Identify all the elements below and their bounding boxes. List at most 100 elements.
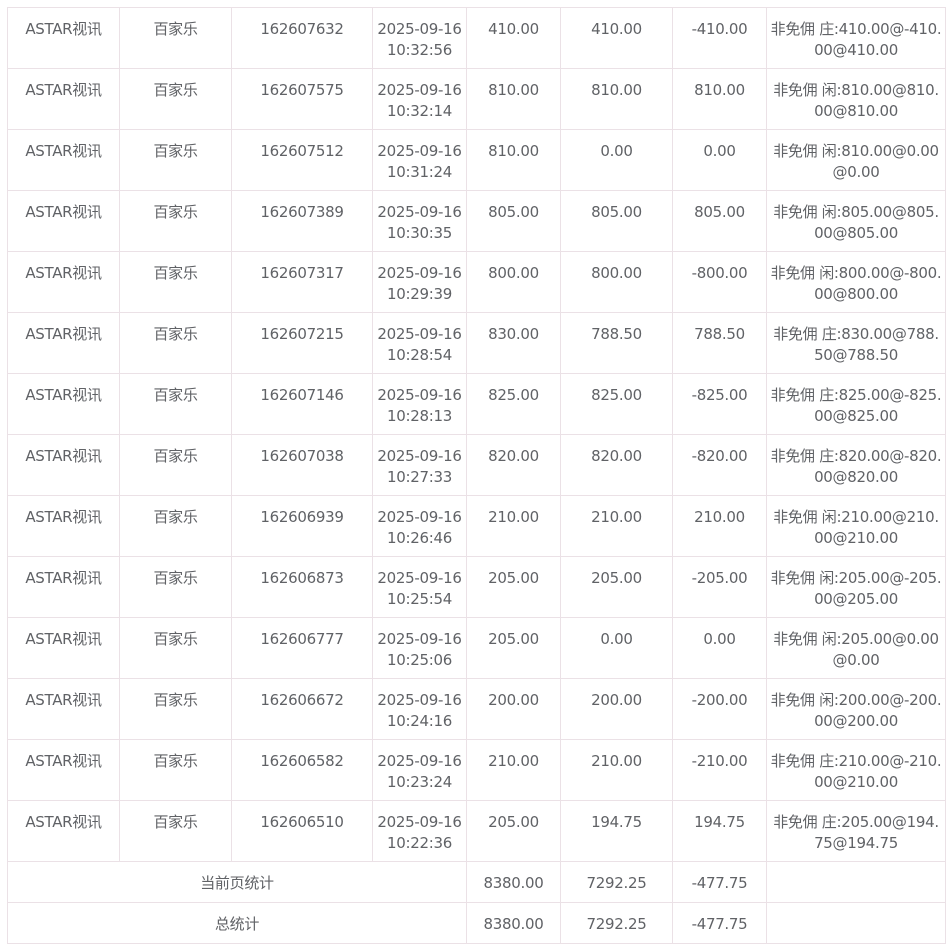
summary-label: 当前页统计 [7, 861, 467, 903]
cell-win: 194.75 [672, 800, 767, 862]
table-row: ASTAR视讯 百家乐 162607038 2025-09-16 10:27:33 82… [7, 434, 946, 496]
cell-platform: ASTAR视讯 [7, 434, 120, 496]
cell-detail: 非免佣 庄:820.00@-820.00@820.00 [766, 434, 946, 496]
cell-win: 788.50 [672, 312, 767, 374]
cell-id: 162606873 [231, 556, 373, 618]
cell-platform: ASTAR视讯 [7, 373, 120, 435]
cell-bet: 805.00 [466, 190, 561, 252]
summary-win: -477.75 [672, 861, 767, 903]
cell-time: 2025-09-16 10:22:36 [372, 800, 467, 862]
cell-time: 2025-09-16 10:31:24 [372, 129, 467, 191]
table-row: ASTAR视讯 百家乐 162607632 2025-09-16 10:32:56 41… [7, 7, 946, 69]
cell-detail: 非免佣 闲:810.00@0.00@0.00 [766, 129, 946, 191]
cell-bet: 205.00 [466, 556, 561, 618]
cell-id: 162607389 [231, 190, 373, 252]
cell-win: -800.00 [672, 251, 767, 313]
cell-time: 2025-09-16 10:25:06 [372, 617, 467, 679]
cell-id: 162607632 [231, 7, 373, 69]
cell-win: -820.00 [672, 434, 767, 496]
cell-time: 2025-09-16 10:29:39 [372, 251, 467, 313]
summary-bet: 8380.00 [466, 902, 561, 944]
cell-platform: ASTAR视讯 [7, 556, 120, 618]
cell-time: 2025-09-16 10:28:13 [372, 373, 467, 435]
cell-time: 2025-09-16 10:30:35 [372, 190, 467, 252]
cell-id: 162606777 [231, 617, 373, 679]
cell-platform: ASTAR视讯 [7, 7, 120, 69]
cell-detail: 非免佣 闲:205.00@-205.00@205.00 [766, 556, 946, 618]
cell-platform: ASTAR视讯 [7, 617, 120, 679]
cell-time: 2025-09-16 10:32:56 [372, 7, 467, 69]
cell-time: 2025-09-16 10:26:46 [372, 495, 467, 557]
cell-bet: 820.00 [466, 434, 561, 496]
cell-valid: 0.00 [560, 129, 673, 191]
table-row: ASTAR视讯 百家乐 162607575 2025-09-16 10:32:14 81… [7, 68, 946, 130]
cell-platform: ASTAR视讯 [7, 68, 120, 130]
cell-bet: 830.00 [466, 312, 561, 374]
cell-valid: 410.00 [560, 7, 673, 69]
cell-valid: 210.00 [560, 739, 673, 801]
bet-records-table: ASTAR视讯 百家乐 162607632 2025-09-16 10:32:56 41… [7, 7, 946, 944]
cell-win: -410.00 [672, 7, 767, 69]
cell-detail: 非免佣 庄:410.00@-410.00@410.00 [766, 7, 946, 69]
cell-platform: ASTAR视讯 [7, 312, 120, 374]
summary-empty [766, 902, 946, 944]
cell-detail: 非免佣 闲:210.00@210.00@210.00 [766, 495, 946, 557]
cell-platform: ASTAR视讯 [7, 495, 120, 557]
cell-detail: 非免佣 闲:200.00@-200.00@200.00 [766, 678, 946, 740]
cell-id: 162607512 [231, 129, 373, 191]
summary-row: 当前页统计 8380.00 7292.25 -477.75 [7, 861, 946, 903]
cell-game: 百家乐 [119, 434, 232, 496]
cell-id: 162607146 [231, 373, 373, 435]
cell-bet: 200.00 [466, 678, 561, 740]
cell-bet: 410.00 [466, 7, 561, 69]
cell-detail: 非免佣 庄:205.00@194.75@194.75 [766, 800, 946, 862]
cell-valid: 205.00 [560, 556, 673, 618]
summary-label: 总统计 [7, 902, 467, 944]
cell-detail: 非免佣 庄:210.00@-210.00@210.00 [766, 739, 946, 801]
cell-detail: 非免佣 庄:830.00@788.50@788.50 [766, 312, 946, 374]
cell-platform: ASTAR视讯 [7, 739, 120, 801]
cell-id: 162606510 [231, 800, 373, 862]
table-row: ASTAR视讯 百家乐 162606510 2025-09-16 10:22:36 20… [7, 800, 946, 862]
cell-win: 810.00 [672, 68, 767, 130]
summary-win: -477.75 [672, 902, 767, 944]
cell-bet: 825.00 [466, 373, 561, 435]
cell-platform: ASTAR视讯 [7, 190, 120, 252]
table-row: ASTAR视讯 百家乐 162606672 2025-09-16 10:24:16 20… [7, 678, 946, 740]
cell-game: 百家乐 [119, 617, 232, 679]
table-row: ASTAR视讯 百家乐 162607146 2025-09-16 10:28:13 82… [7, 373, 946, 435]
summary-valid: 7292.25 [560, 902, 673, 944]
cell-time: 2025-09-16 10:32:14 [372, 68, 467, 130]
summary-empty [766, 861, 946, 903]
cell-game: 百家乐 [119, 190, 232, 252]
cell-id: 162606939 [231, 495, 373, 557]
cell-win: 210.00 [672, 495, 767, 557]
cell-win: -210.00 [672, 739, 767, 801]
cell-time: 2025-09-16 10:28:54 [372, 312, 467, 374]
cell-id: 162607038 [231, 434, 373, 496]
summary-valid: 7292.25 [560, 861, 673, 903]
table-row: ASTAR视讯 百家乐 162606873 2025-09-16 10:25:54 20… [7, 556, 946, 618]
cell-game: 百家乐 [119, 678, 232, 740]
summary-bet: 8380.00 [466, 861, 561, 903]
cell-win: -200.00 [672, 678, 767, 740]
table-row: ASTAR视讯 百家乐 162607317 2025-09-16 10:29:39 80… [7, 251, 946, 313]
cell-game: 百家乐 [119, 312, 232, 374]
cell-win: 805.00 [672, 190, 767, 252]
cell-valid: 825.00 [560, 373, 673, 435]
cell-time: 2025-09-16 10:24:16 [372, 678, 467, 740]
cell-bet: 810.00 [466, 68, 561, 130]
summary-row: 总统计 8380.00 7292.25 -477.75 [7, 902, 946, 944]
cell-game: 百家乐 [119, 7, 232, 69]
cell-valid: 805.00 [560, 190, 673, 252]
cell-platform: ASTAR视讯 [7, 800, 120, 862]
cell-game: 百家乐 [119, 739, 232, 801]
cell-bet: 800.00 [466, 251, 561, 313]
cell-win: -205.00 [672, 556, 767, 618]
cell-valid: 788.50 [560, 312, 673, 374]
cell-id: 162607575 [231, 68, 373, 130]
cell-bet: 810.00 [466, 129, 561, 191]
cell-time: 2025-09-16 10:25:54 [372, 556, 467, 618]
cell-bet: 205.00 [466, 800, 561, 862]
cell-id: 162606672 [231, 678, 373, 740]
